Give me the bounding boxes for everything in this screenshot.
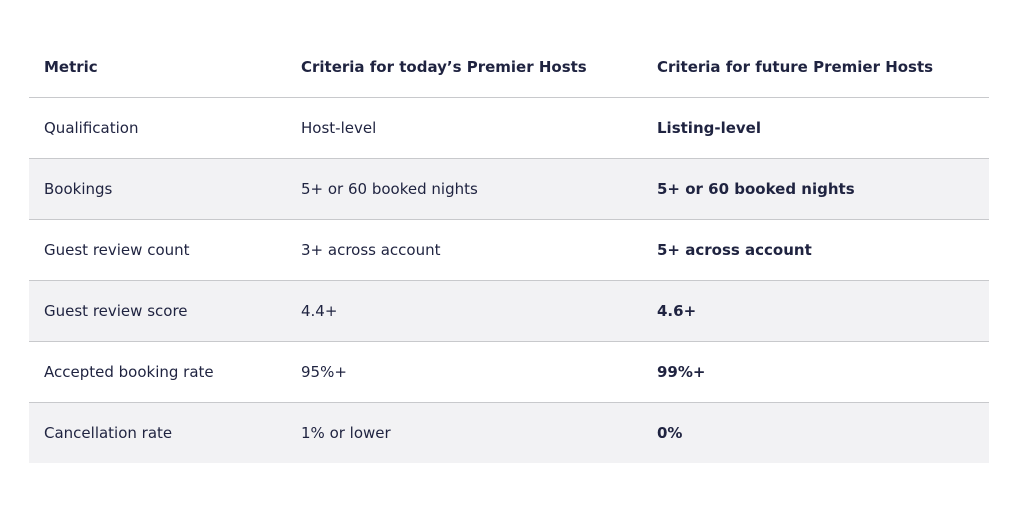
- table-cell: 4.6+: [642, 280, 989, 342]
- header-cell: Criteria for today’s Premier Hosts: [286, 37, 642, 98]
- header-row: Metric Criteria for today’s Premier Hosts…: [29, 37, 989, 98]
- table-cell: 5+ or 60 booked nights: [286, 158, 642, 220]
- table-cell: Guest review count: [29, 219, 286, 281]
- table-cell: 3+ across account: [286, 219, 642, 281]
- table-cell: 95%+: [286, 341, 642, 403]
- table-cell: 1% or lower: [286, 402, 642, 463]
- criteria-table: Metric Criteria for today’s Premier Hosts…: [29, 37, 989, 463]
- table-cell: Bookings: [29, 158, 286, 220]
- table-cell: Host-level: [286, 97, 642, 159]
- table-cell: 5+ or 60 booked nights: [642, 158, 989, 220]
- table-cell: Guest review score: [29, 280, 286, 342]
- table-cell: 4.4+: [286, 280, 642, 342]
- table-cell: Cancellation rate: [29, 402, 286, 463]
- table-body: Qualification Host-level Listing-level Book…: [29, 97, 989, 463]
- table-row: Accepted booking rate 95%+ 99%+: [29, 341, 989, 403]
- table-row: Qualification Host-level Listing-level: [29, 97, 989, 159]
- header-cell: Metric: [29, 37, 286, 98]
- table-row: Guest review count 3+ across account 5+ ac…: [29, 219, 989, 281]
- table-cell: 99%+: [642, 341, 989, 403]
- table-row: Bookings 5+ or 60 booked nights 5+ or 60 b…: [29, 158, 989, 220]
- table-cell: Accepted booking rate: [29, 341, 286, 403]
- header-cell: Criteria for future Premier Hosts: [642, 37, 989, 98]
- table-cell: Qualification: [29, 97, 286, 159]
- table-cell: 0%: [642, 402, 989, 463]
- table-row: Guest review score 4.4+ 4.6+: [29, 280, 989, 342]
- table-row: Cancellation rate 1% or lower 0%: [29, 402, 989, 463]
- table-cell: 5+ across account: [642, 219, 989, 281]
- table-cell: Listing-level: [642, 97, 989, 159]
